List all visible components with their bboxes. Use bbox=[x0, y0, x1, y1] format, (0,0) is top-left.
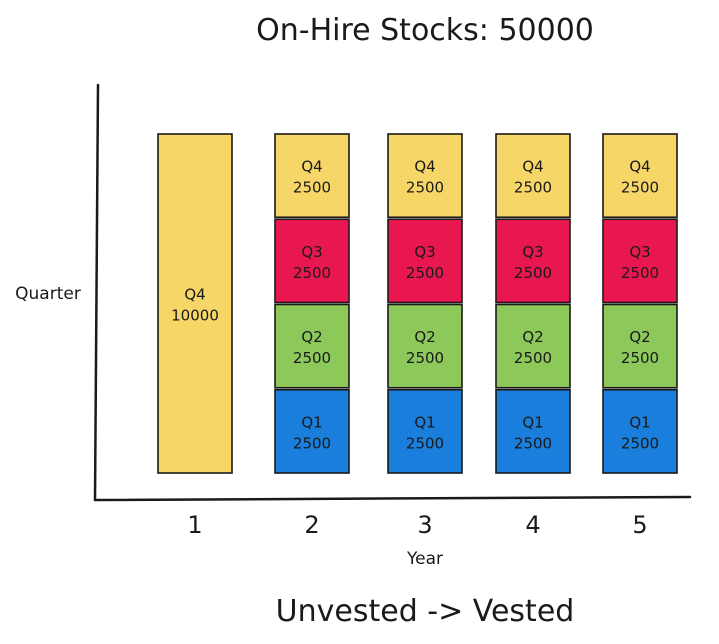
data-label-q2-year-2: 2500 bbox=[293, 349, 331, 367]
data-label-q3-year-4: 2500 bbox=[514, 264, 552, 282]
data-label-q4-year-4: 2500 bbox=[514, 179, 552, 197]
data-label-q1-year-3: 2500 bbox=[406, 434, 444, 452]
bar-segment-label-q2-year-2: Q2 bbox=[301, 328, 322, 346]
bar-segment-label-q1-year-5: Q1 bbox=[629, 413, 650, 431]
bar-segment-label-q3-year-2: Q3 bbox=[301, 243, 322, 261]
bar-segment-q1-year-5 bbox=[602, 388, 678, 474]
bar-segment-label-q2-year-5: Q2 bbox=[629, 328, 650, 346]
data-label-q4-year-2: 2500 bbox=[293, 179, 331, 197]
x-ticks-layer: 1 2 3 4 5 bbox=[187, 511, 647, 539]
bar-segment-q2-year-4 bbox=[495, 303, 571, 389]
data-label-q4-year-3: 2500 bbox=[406, 179, 444, 197]
bar-segment-q2-year-5 bbox=[602, 303, 678, 389]
x-tick-label-1: 1 bbox=[187, 511, 202, 539]
bar-segment-label-q4-year-3: Q4 bbox=[414, 158, 435, 176]
data-label-q1-year-5: 2500 bbox=[621, 434, 659, 452]
bar-segment-label-q4-year-2: Q4 bbox=[301, 158, 322, 176]
bar-segment-q4-year-4 bbox=[495, 133, 571, 219]
x-tick-label-2: 2 bbox=[304, 511, 319, 539]
x-axis-line bbox=[93, 495, 692, 502]
x-tick-label-3: 3 bbox=[417, 511, 432, 539]
bar-segment-label-q1-year-3: Q1 bbox=[414, 413, 435, 431]
y-axis-line bbox=[93, 83, 100, 502]
data-label-q1-year-4: 2500 bbox=[514, 434, 552, 452]
chart-title: On-Hire Stocks: 50000 bbox=[256, 13, 594, 48]
bar-segment-label-q3-year-4: Q3 bbox=[522, 243, 543, 261]
data-label-q2-year-5: 2500 bbox=[621, 349, 659, 367]
bar-segment-q4-year-5 bbox=[602, 133, 678, 219]
data-label-q4-year-1: 10000 bbox=[171, 307, 219, 325]
bar-segment-label-q4-year-1: Q4 bbox=[184, 286, 205, 304]
bar-segment-q1-year-2 bbox=[274, 388, 350, 474]
data-label-q3-year-3: 2500 bbox=[406, 264, 444, 282]
bar-segment-q4-year-2 bbox=[274, 133, 350, 219]
x-tick-label-4: 4 bbox=[525, 511, 540, 539]
data-label-q2-year-4: 2500 bbox=[514, 349, 552, 367]
bar-segment-q1-year-4 bbox=[495, 388, 571, 474]
bar-segment-q3-year-4 bbox=[495, 218, 571, 304]
bar-segment-q2-year-3 bbox=[387, 303, 463, 389]
bar-segment-q4-year-1 bbox=[157, 133, 233, 474]
bar-segment-label-q4-year-4: Q4 bbox=[522, 158, 543, 176]
bar-segment-q3-year-5 bbox=[602, 218, 678, 304]
data-label-q1-year-2: 2500 bbox=[293, 434, 331, 452]
data-label-q4-year-5: 2500 bbox=[621, 179, 659, 197]
bar-segment-label-q2-year-3: Q2 bbox=[414, 328, 435, 346]
bar-segment-q3-year-2 bbox=[274, 218, 350, 304]
data-label-q3-year-2: 2500 bbox=[293, 264, 331, 282]
bar-segment-label-q4-year-5: Q4 bbox=[629, 158, 650, 176]
bar-segment-q3-year-3 bbox=[387, 218, 463, 304]
data-label-q2-year-3: 2500 bbox=[406, 349, 444, 367]
bar-segment-label-q3-year-5: Q3 bbox=[629, 243, 650, 261]
y-axis-label: Quarter bbox=[15, 284, 81, 304]
bar-segment-label-q3-year-3: Q3 bbox=[414, 243, 435, 261]
x-tick-label-5: 5 bbox=[632, 511, 647, 539]
bar-segment-q4-year-3 bbox=[387, 133, 463, 219]
bar-segment-label-q1-year-4: Q1 bbox=[522, 413, 543, 431]
bar-segment-q1-year-3 bbox=[387, 388, 463, 474]
x-axis-label: Year bbox=[406, 549, 443, 569]
bar-segment-q2-year-2 bbox=[274, 303, 350, 389]
data-label-q3-year-5: 2500 bbox=[621, 264, 659, 282]
bar-segment-label-q1-year-2: Q1 bbox=[301, 413, 322, 431]
bars-layer: Q4 10000 Q1 2500 Q2 2500 Q3 2500 Q4 2500 Q1 2500 Q2 2… bbox=[157, 133, 678, 474]
chart-caption: Unvested -> Vested bbox=[276, 594, 575, 629]
bar-segment-label-q2-year-4: Q2 bbox=[522, 328, 543, 346]
